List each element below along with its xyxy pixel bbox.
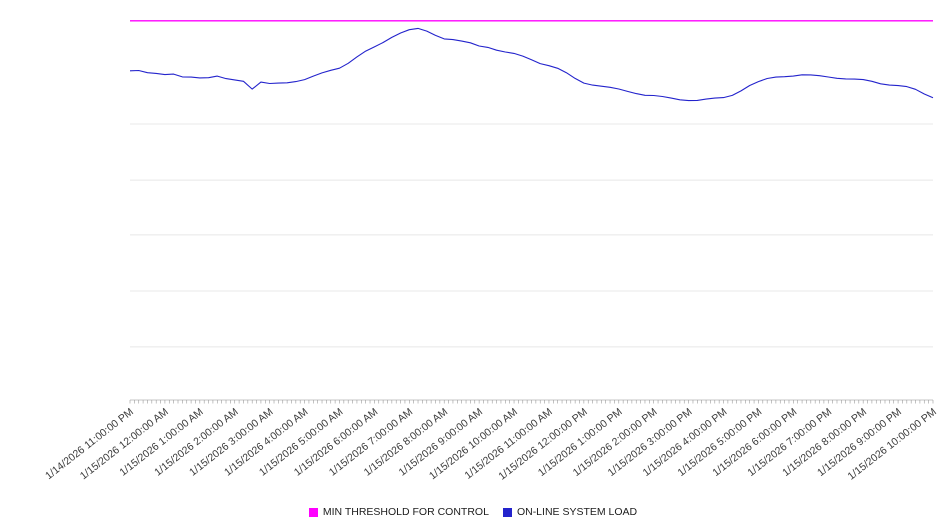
legend-swatch-load bbox=[502, 507, 512, 517]
legend-swatch-threshold bbox=[308, 507, 318, 517]
load-line bbox=[129, 27, 934, 102]
chart-legend: MIN THRESHOLD FOR CONTROL ON-LINE SYSTEM… bbox=[0, 506, 946, 518]
legend-label-load: ON-LINE SYSTEM LOAD bbox=[516, 506, 638, 518]
legend-item-threshold: MIN THRESHOLD FOR CONTROL bbox=[308, 506, 489, 518]
line-chart-canvas: 1/14/2026 11:00:00 PM1/15/2026 12:00:00 … bbox=[43, 20, 939, 483]
legend-label-threshold: MIN THRESHOLD FOR CONTROL bbox=[322, 506, 489, 518]
legend-item-load: ON-LINE SYSTEM LOAD bbox=[502, 506, 638, 518]
